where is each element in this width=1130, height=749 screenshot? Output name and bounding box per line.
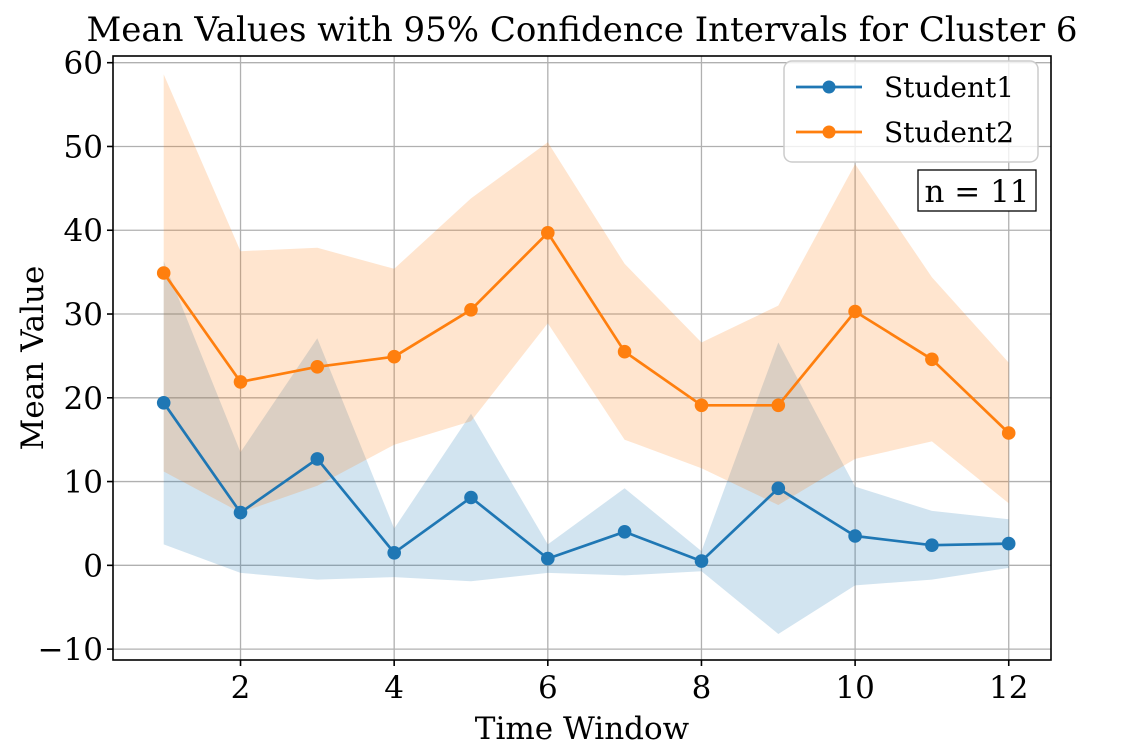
legend-swatch-marker	[822, 80, 836, 94]
data-point-marker	[848, 304, 862, 319]
data-point-marker	[617, 525, 632, 539]
data-point-marker	[464, 303, 478, 317]
legend: Student1 Student2	[783, 60, 1039, 163]
data-point-marker	[310, 360, 325, 374]
data-point-marker	[617, 344, 632, 359]
x-tick-label: 10	[835, 670, 874, 706]
data-point-marker	[310, 452, 325, 466]
data-point-marker	[925, 352, 939, 367]
y-tick-label: 40	[64, 213, 103, 249]
x-tick-label: 4	[384, 670, 404, 706]
annotation-text: n = 11	[924, 174, 1029, 210]
data-point-marker	[541, 226, 555, 240]
y-axis-label: Mean Value	[15, 266, 51, 451]
data-point-marker	[694, 554, 709, 568]
data-point-marker	[771, 398, 786, 413]
data-point-marker	[1001, 536, 1016, 551]
data-point-marker	[541, 551, 555, 566]
data-point-marker	[156, 266, 171, 280]
y-tick-label: 30	[64, 297, 103, 333]
y-tick-label: 60	[64, 46, 103, 82]
y-tick-label: 0	[83, 548, 103, 584]
annotation-box	[917, 169, 1037, 212]
data-point-marker	[925, 538, 939, 552]
y-tick-label: 20	[64, 381, 103, 417]
data-point-marker	[464, 490, 478, 505]
legend-label: Student1	[884, 71, 1014, 104]
chart-title: Mean Values with 95% Confidence Interval…	[86, 10, 1077, 50]
series-lines-layer	[156, 226, 1016, 568]
x-axis-label: Time Window	[475, 711, 690, 747]
y-tick-label: 50	[64, 129, 103, 165]
data-point-marker	[387, 349, 402, 364]
data-point-marker	[233, 505, 248, 520]
ci-band-student1	[163, 261, 1009, 634]
data-point-marker	[156, 396, 171, 410]
data-point-marker	[771, 481, 786, 496]
data-point-marker	[1001, 426, 1016, 440]
x-tick-label: 2	[231, 670, 251, 706]
data-point-marker	[848, 529, 862, 543]
data-point-marker	[233, 375, 248, 389]
data-point-marker	[694, 398, 709, 413]
legend-swatch-marker	[822, 125, 836, 139]
series-line-student2	[162, 231, 1010, 434]
data-point-marker	[387, 546, 402, 560]
x-tick-label: 12	[989, 670, 1028, 706]
legend-label: Student2	[884, 116, 1014, 149]
y-tick-label: −10	[38, 632, 103, 668]
sample-size-annotation: n = 11	[917, 169, 1037, 212]
ticks-layer: 2 4 6 8 10 12 −10 0 10 20 30 40 50 60	[38, 46, 1029, 706]
x-tick-label: 6	[538, 670, 558, 706]
series-line-student1	[162, 402, 1009, 563]
plot-frame	[112, 55, 1052, 661]
y-tick-label: 10	[64, 465, 103, 501]
x-tick-label: 8	[692, 670, 712, 706]
